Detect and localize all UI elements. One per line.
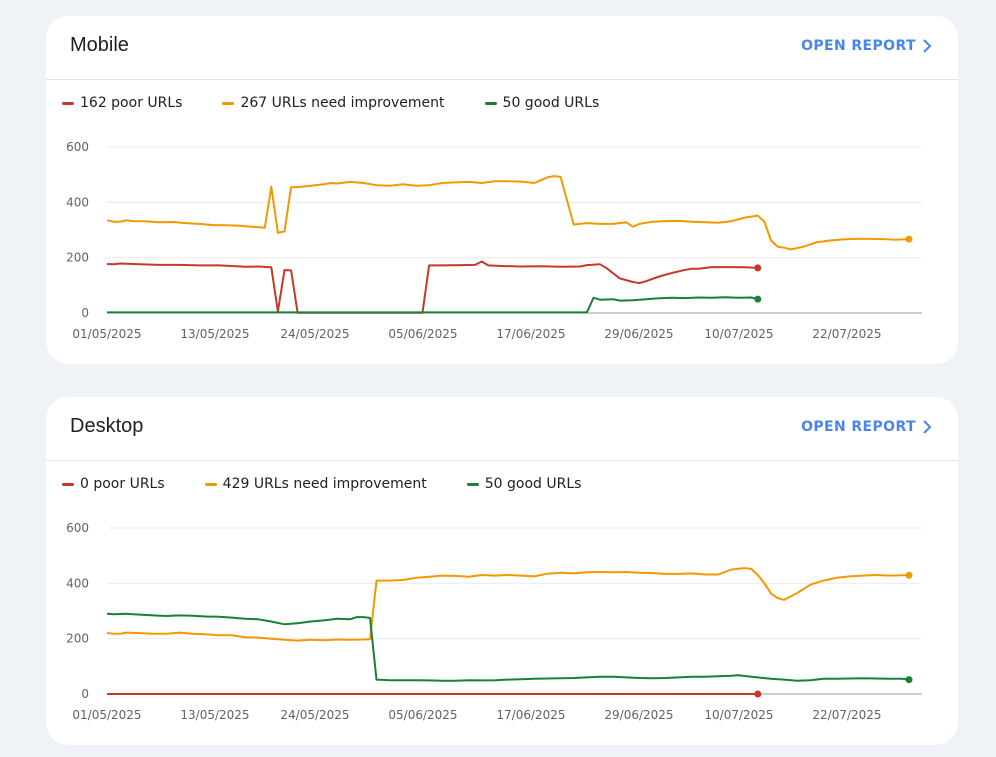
x-tick-label: 01/05/2025 — [72, 327, 141, 341]
chevron-right-icon — [923, 39, 932, 53]
open-report-button[interactable]: OPEN REPORT — [801, 419, 932, 435]
legend-item-good: 50 good URLs — [484, 95, 600, 111]
series-endpoint-need-improvement — [905, 571, 913, 579]
series-endpoint-poor — [754, 690, 762, 698]
legend-swatch — [222, 101, 235, 105]
legend-label: 429 URLs need improvement — [222, 476, 427, 492]
mobile-card-header: Mobile OPEN REPORT — [46, 16, 958, 80]
x-tick-label: 24/05/2025 — [280, 327, 349, 341]
desktop-card-header: Desktop OPEN REPORT — [46, 397, 958, 461]
x-tick-label: 17/06/2025 — [496, 708, 565, 722]
card-title: Desktop — [70, 415, 144, 437]
y-tick-label: 0 — [81, 306, 89, 320]
x-tick-label: 29/06/2025 — [604, 327, 673, 341]
legend-item-good: 50 good URLs — [466, 476, 582, 492]
legend-label: 0 poor URLs — [80, 476, 165, 492]
x-tick-label: 22/07/2025 — [812, 327, 881, 341]
y-tick-label: 600 — [66, 521, 89, 535]
legend-item-need-improvement: 267 URLs need improvement — [222, 95, 445, 111]
open-report-label: OPEN REPORT — [801, 419, 916, 435]
legend-swatch — [484, 101, 497, 105]
y-tick-label: 200 — [66, 251, 89, 265]
x-tick-label: 01/05/2025 — [72, 708, 141, 722]
legend-label: 50 good URLs — [502, 95, 600, 111]
series-endpoint-poor — [754, 264, 762, 272]
desktop-card: Desktop OPEN REPORT 0 poor URLs 429 URLs… — [46, 397, 958, 745]
chevron-right-icon — [923, 420, 932, 434]
legend-label: 162 poor URLs — [80, 95, 183, 111]
legend-swatch — [204, 482, 217, 486]
x-tick-label: 29/06/2025 — [604, 708, 673, 722]
x-tick-label: 10/07/2025 — [704, 708, 773, 722]
legend-swatch — [466, 482, 479, 486]
card-title: Mobile — [70, 34, 129, 56]
open-report-label: OPEN REPORT — [801, 38, 916, 54]
legend-swatch — [62, 101, 74, 105]
x-tick-label: 24/05/2025 — [280, 708, 349, 722]
legend-item-poor: 162 poor URLs — [62, 95, 182, 111]
legend-item-need-improvement: 429 URLs need improvement — [204, 476, 427, 492]
x-tick-label: 10/07/2025 — [704, 327, 773, 341]
series-line-need-improvement — [106, 567, 909, 642]
series-line-poor — [106, 260, 758, 314]
series-endpoint-good — [905, 676, 913, 684]
desktop-line-chart: 600 400 200 0 01/05/2025 13/05/2025 24/05/2025… — [66, 521, 922, 722]
x-tick-label: 17/06/2025 — [496, 327, 565, 341]
legend-item-poor: 0 poor URLs — [62, 476, 165, 492]
x-tick-label: 13/05/2025 — [180, 327, 249, 341]
chart-legend: 162 poor URLs 267 URLs need improvement … — [62, 95, 599, 111]
y-tick-label: 400 — [66, 576, 89, 590]
chart-legend: 0 poor URLs 429 URLs need improvement 50… — [62, 476, 581, 492]
mobile-card: Mobile OPEN REPORT 162 poor URLs 267 URL… — [46, 16, 958, 364]
series-endpoint-good — [754, 295, 762, 303]
y-tick-label: 200 — [66, 632, 89, 646]
x-tick-label: 13/05/2025 — [180, 708, 249, 722]
series-line-good — [106, 612, 910, 682]
y-tick-label: 0 — [81, 687, 89, 701]
mobile-line-chart: 600 400 200 0 01/05/2025 13/05/2025 24/05/2025… — [66, 140, 922, 341]
series-line-need-improvement — [106, 175, 910, 251]
series-endpoint-need-improvement — [905, 235, 913, 243]
y-tick-label: 400 — [66, 195, 89, 209]
legend-label: 267 URLs need improvement — [240, 95, 445, 111]
legend-label: 50 good URLs — [484, 476, 582, 492]
y-tick-label: 600 — [66, 140, 89, 154]
series-line-good — [107, 296, 759, 314]
legend-swatch — [62, 482, 74, 486]
x-tick-label: 05/06/2025 — [388, 327, 457, 341]
x-tick-label: 05/06/2025 — [388, 708, 457, 722]
open-report-button[interactable]: OPEN REPORT — [801, 38, 932, 54]
x-tick-label: 22/07/2025 — [812, 708, 881, 722]
